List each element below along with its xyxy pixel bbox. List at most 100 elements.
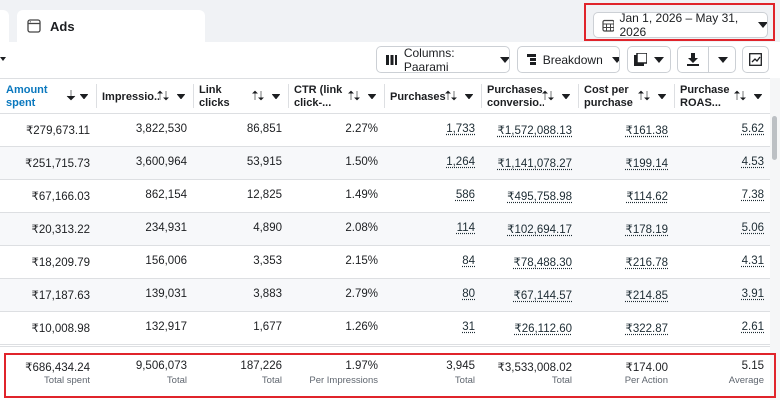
sort-toggle[interactable] bbox=[734, 90, 746, 101]
sort-toggle[interactable] bbox=[157, 90, 169, 101]
table-cell: 12,825 bbox=[246, 189, 282, 201]
table-cell: 1.50% bbox=[345, 156, 378, 168]
table-cell[interactable]: 4.53 bbox=[741, 156, 764, 168]
caret bbox=[499, 56, 510, 63]
icon-shape bbox=[465, 94, 473, 99]
table-cell[interactable]: ₹199.14 bbox=[625, 158, 669, 170]
table-cell[interactable]: ₹1,572,088.13 bbox=[497, 125, 572, 137]
table-cell[interactable]: ₹102,694.17 bbox=[507, 224, 572, 236]
icon-shape bbox=[272, 94, 280, 99]
table-cell[interactable]: 5.06 bbox=[741, 222, 764, 234]
column-menu[interactable] bbox=[754, 94, 762, 99]
table-cell: 4,890 bbox=[253, 222, 282, 234]
sort-toggle[interactable] bbox=[252, 90, 264, 101]
caret bbox=[654, 56, 664, 63]
table-cell: 86,851 bbox=[246, 123, 282, 135]
table-cell[interactable]: 3.91 bbox=[741, 288, 764, 300]
ads-tab[interactable]: Ads bbox=[17, 10, 205, 42]
column-header[interactable]: Purchases bbox=[390, 90, 446, 103]
scroll-thumb[interactable] bbox=[772, 116, 777, 160]
table-cell[interactable]: 4.31 bbox=[741, 255, 764, 267]
icon-shape bbox=[562, 94, 570, 99]
icon-shape bbox=[157, 90, 169, 101]
divider bbox=[708, 46, 709, 73]
breakdown-button[interactable]: Breakdown bbox=[517, 46, 620, 73]
table-cell[interactable]: ₹78,488.30 bbox=[513, 257, 572, 269]
table-cell: 862,154 bbox=[145, 189, 187, 201]
chart-button[interactable] bbox=[742, 46, 769, 73]
sort-toggle[interactable] bbox=[348, 90, 360, 101]
column-menu[interactable] bbox=[80, 94, 88, 99]
column-divider bbox=[674, 84, 675, 108]
table-cell[interactable]: ₹114.62 bbox=[626, 191, 668, 203]
column-header[interactable]: CTR (link click-... bbox=[294, 84, 343, 109]
total-value: 1.97% bbox=[345, 360, 378, 372]
highlight-box bbox=[4, 353, 776, 398]
column-header[interactable]: Purchases conversio... bbox=[487, 84, 544, 109]
sort-toggle[interactable] bbox=[542, 90, 554, 101]
table-cell: 156,006 bbox=[145, 255, 187, 267]
table-cell[interactable]: 31 bbox=[462, 321, 475, 333]
table-cell[interactable]: ₹322.87 bbox=[625, 323, 669, 335]
sort-toggle[interactable] bbox=[445, 90, 457, 101]
caret bbox=[611, 56, 619, 63]
table-cell: 3,353 bbox=[253, 255, 282, 267]
export-button[interactable] bbox=[677, 46, 736, 73]
sort-desc[interactable] bbox=[66, 90, 76, 102]
table-cell: 3,600,964 bbox=[135, 156, 187, 168]
prev-tab[interactable] bbox=[0, 10, 9, 42]
column-menu[interactable] bbox=[272, 94, 280, 99]
table-row bbox=[0, 279, 770, 312]
table-cell: 2.15% bbox=[345, 255, 378, 267]
columns-button[interactable]: Columns: Paarami bbox=[376, 46, 510, 74]
table-cell[interactable]: 80 bbox=[462, 288, 475, 300]
table-cell: ₹251,715.73 bbox=[25, 158, 90, 170]
table-cell[interactable]: ₹216.78 bbox=[625, 257, 669, 269]
table-cell[interactable]: ₹26,112.60 bbox=[514, 323, 572, 335]
table-cell[interactable]: 586 bbox=[455, 189, 475, 201]
table-cell[interactable]: ₹161.38 bbox=[625, 125, 669, 137]
icon-shape bbox=[66, 90, 76, 101]
column-menu[interactable] bbox=[562, 94, 570, 99]
column-menu[interactable] bbox=[658, 94, 666, 99]
sort-toggle[interactable] bbox=[638, 90, 650, 101]
table-cell: 234,931 bbox=[145, 222, 187, 234]
table-cell[interactable]: 5.62 bbox=[741, 123, 764, 135]
column-header[interactable]: Amount spent bbox=[6, 84, 48, 109]
column-header[interactable]: Link clicks bbox=[199, 84, 230, 109]
total-label: Total bbox=[166, 375, 187, 386]
table-cell[interactable]: ₹214.85 bbox=[625, 290, 669, 302]
column-divider bbox=[481, 84, 482, 108]
table-cell[interactable]: 1,264 bbox=[446, 156, 475, 168]
table-cell: ₹10,008.98 bbox=[31, 323, 90, 335]
column-header[interactable]: Impressio... bbox=[102, 90, 159, 103]
table-cell: 1.49% bbox=[345, 189, 378, 201]
table-cell[interactable]: 2.61 bbox=[741, 321, 764, 333]
table-cell[interactable]: ₹1,141,078.27 bbox=[497, 158, 572, 170]
table-cell[interactable]: 1,733 bbox=[446, 123, 475, 135]
chart-icon bbox=[749, 53, 762, 66]
table-cell[interactable]: 114 bbox=[456, 222, 475, 234]
icon-shape bbox=[348, 90, 360, 101]
table-row bbox=[0, 246, 770, 279]
reports-button[interactable] bbox=[627, 46, 671, 73]
column-menu[interactable] bbox=[465, 94, 473, 99]
table-cell[interactable]: ₹495,758.98 bbox=[507, 191, 572, 203]
table-cell[interactable]: ₹67,144.57 bbox=[513, 290, 572, 302]
table-cell[interactable]: 84 bbox=[462, 255, 475, 267]
table-cell[interactable]: ₹178.19 bbox=[625, 224, 669, 236]
column-menu[interactable] bbox=[177, 94, 185, 99]
total-label: Per Action bbox=[624, 375, 668, 386]
total-label: Total spent bbox=[44, 375, 90, 386]
icon-shape bbox=[754, 94, 762, 99]
column-header[interactable]: Cost per purchase bbox=[584, 84, 633, 109]
header-border bbox=[0, 113, 770, 114]
column-divider bbox=[384, 84, 385, 108]
scrollbar[interactable] bbox=[770, 78, 780, 400]
date-picker[interactable]: Jan 1, 2026 – May 31, 2026 bbox=[593, 11, 768, 39]
column-header[interactable]: Purchase ROAS... bbox=[680, 84, 730, 109]
date-range: Jan 1, 2026 – May 31, 2026 bbox=[619, 11, 739, 39]
column-menu[interactable] bbox=[368, 94, 376, 99]
table-cell[interactable]: 7.38 bbox=[741, 189, 764, 201]
